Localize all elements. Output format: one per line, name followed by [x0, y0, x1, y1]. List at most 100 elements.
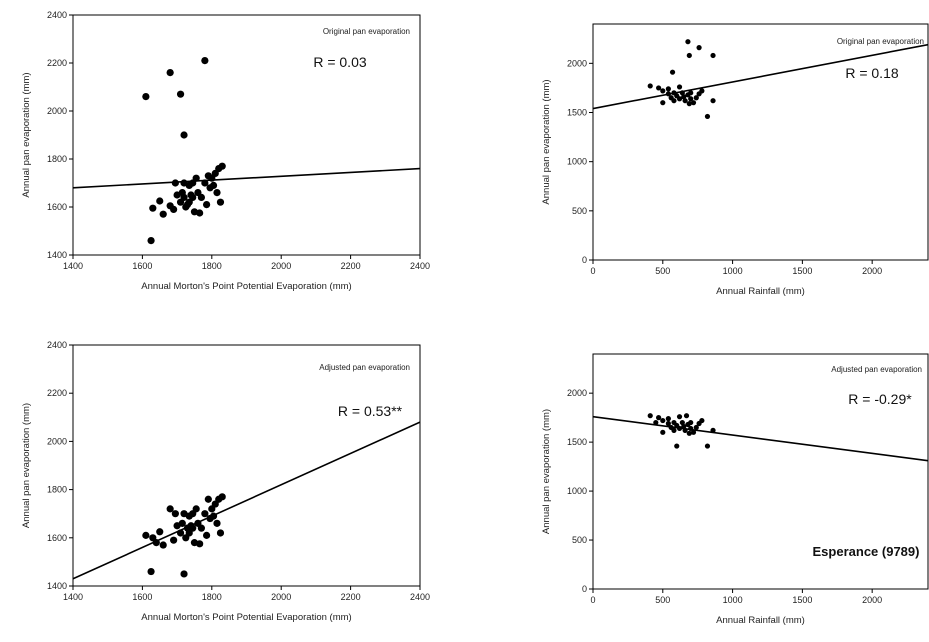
y-tick-label: 2000	[47, 106, 67, 116]
data-point	[189, 193, 197, 201]
data-point	[216, 198, 225, 206]
data-point	[170, 536, 178, 544]
data-point	[704, 443, 711, 449]
data-point	[710, 52, 716, 59]
data-point	[676, 96, 683, 102]
y-tick-label: 1000	[567, 486, 587, 496]
data-point	[693, 95, 699, 101]
data-point	[676, 425, 683, 432]
data-point	[669, 69, 676, 75]
data-point	[682, 427, 688, 433]
x-tick-label: 1600	[132, 592, 152, 602]
data-point	[197, 524, 205, 532]
plot-frame	[72, 14, 421, 256]
data-point	[688, 90, 694, 96]
plot-frame	[592, 23, 929, 261]
data-point	[152, 539, 160, 547]
y-axis-label: Annual pan evaporation (mm)	[21, 72, 32, 197]
data-point	[216, 529, 225, 537]
data-point	[171, 179, 179, 187]
data-point	[189, 524, 197, 532]
x-tick-label: 2400	[410, 261, 430, 271]
y-tick-label: 2400	[47, 340, 67, 350]
data-point	[178, 519, 186, 527]
x-tick-label: 2400	[410, 592, 430, 602]
trend-line	[593, 43, 928, 110]
data-point	[213, 189, 221, 197]
data-point	[671, 427, 677, 433]
data-point	[647, 83, 653, 89]
data-point	[142, 531, 150, 539]
x-tick-label: 1000	[723, 266, 743, 276]
correlation-label: R = 0.03	[313, 54, 367, 70]
x-tick-label: 1400	[63, 592, 83, 602]
x-tick-label: 0	[590, 595, 595, 605]
data-point	[647, 413, 653, 419]
data-point	[201, 57, 209, 65]
x-tick-label: 1600	[132, 261, 152, 271]
y-tick-label: 1800	[47, 485, 67, 495]
series-annotation: Adjusted pan evaporation	[831, 365, 922, 374]
data-point	[681, 423, 687, 430]
data-point	[202, 531, 211, 539]
data-point	[710, 427, 716, 433]
y-tick-label: 2000	[567, 388, 587, 398]
correlation-label: R = -0.29*	[848, 391, 912, 407]
data-point	[142, 93, 150, 101]
data-point	[679, 419, 685, 426]
trend-line	[593, 415, 928, 462]
y-axis-label: Annual pan evaporation (mm)	[541, 409, 552, 534]
series-annotation: Original pan evaporation	[837, 37, 924, 46]
data-point	[674, 443, 680, 449]
series-annotation: Adjusted pan evaporation	[319, 363, 410, 372]
data-point	[196, 209, 204, 217]
data-point	[180, 510, 188, 518]
data-point	[202, 201, 211, 209]
x-tick-label: 2200	[341, 592, 361, 602]
data-point	[204, 495, 212, 503]
data-point	[209, 512, 218, 520]
data-point	[201, 179, 209, 187]
data-point	[180, 131, 188, 139]
data-point	[686, 101, 692, 107]
y-tick-label: 1600	[47, 533, 67, 543]
data-point	[166, 69, 174, 77]
data-point	[180, 179, 188, 187]
y-tick-label: 2200	[47, 58, 67, 68]
y-tick-label: 500	[572, 206, 587, 216]
data-point	[690, 429, 697, 435]
y-tick-label: 0	[582, 584, 587, 594]
x-tick-label: 2200	[341, 261, 361, 271]
x-tick-label: 1400	[63, 261, 83, 271]
y-tick-label: 1800	[47, 154, 67, 164]
data-point	[682, 98, 688, 104]
data-point	[679, 90, 685, 96]
data-point	[681, 94, 687, 100]
chart-bottom-left: 1400 1600 1800 2000 2200 2400 1400 1600 1800 2000…	[21, 340, 430, 623]
data-point	[688, 419, 694, 426]
data-point	[660, 417, 666, 424]
data-point	[660, 88, 666, 94]
x-tick-label: 2000	[271, 261, 291, 271]
x-tick-label: 1800	[202, 592, 222, 602]
data-point	[176, 90, 185, 98]
data-point	[166, 505, 174, 513]
x-tick-label: 1500	[792, 595, 812, 605]
x-axis-label: Annual Rainfall (mm)	[716, 286, 805, 297]
data-point	[176, 529, 185, 537]
y-tick-label: 2000	[567, 58, 587, 68]
x-axis-label: Annual Rainfall (mm)	[716, 615, 805, 626]
x-tick-label: 1000	[723, 595, 743, 605]
data-point	[665, 86, 671, 92]
x-tick-label: 2000	[862, 595, 882, 605]
data-point	[688, 425, 694, 432]
y-axis-label: Annual pan evaporation (mm)	[541, 79, 552, 204]
plot-frame	[72, 344, 421, 587]
x-tick-label: 0	[590, 266, 595, 276]
data-point	[696, 45, 702, 51]
data-point	[209, 181, 218, 189]
x-tick-label: 1500	[792, 266, 812, 276]
y-tick-label: 1400	[47, 581, 67, 591]
y-tick-label: 1500	[567, 108, 587, 118]
data-point	[192, 505, 200, 513]
